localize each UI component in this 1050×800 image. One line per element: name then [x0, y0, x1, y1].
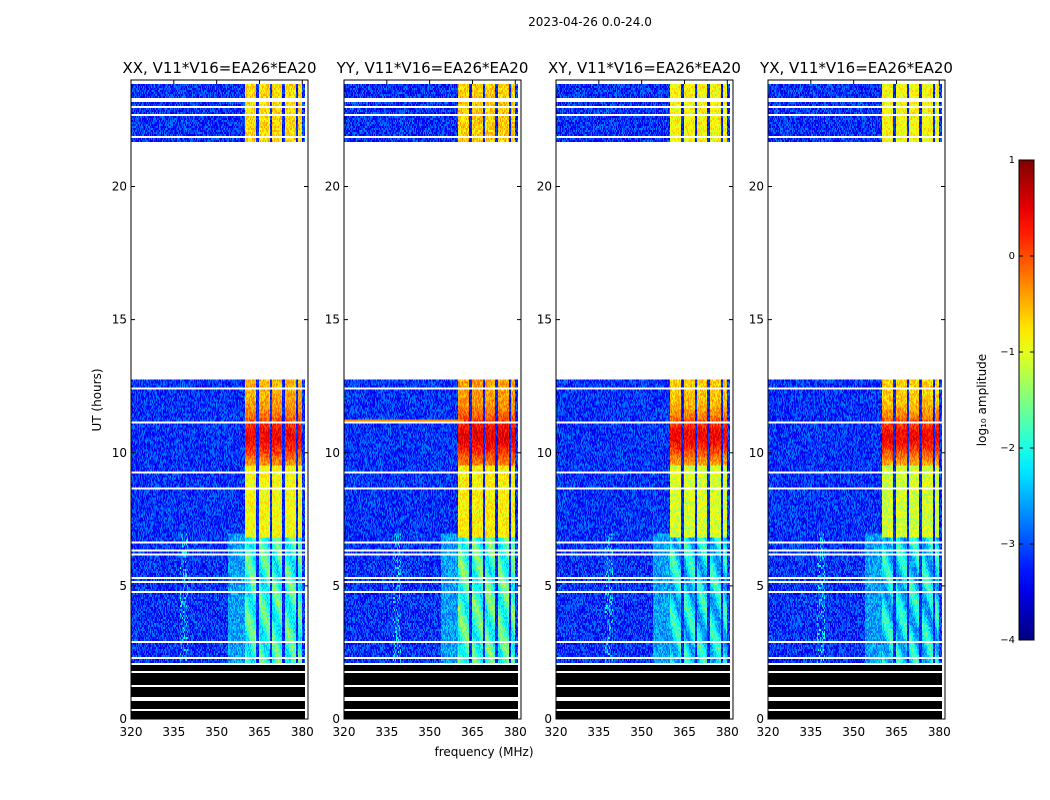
x-tick-label: 365: [248, 725, 271, 739]
y-tick-label: 20: [749, 180, 764, 194]
axes-frame: [767, 79, 946, 720]
colorbar-gradient: [1018, 159, 1035, 641]
x-tick-label: 335: [162, 725, 185, 739]
heatmap-image: [131, 80, 308, 719]
y-axis-label: UT (hours): [90, 368, 104, 431]
y-tick-label: 20: [112, 180, 127, 194]
y-tick-label: 20: [325, 180, 340, 194]
y-tick-label: 0: [544, 712, 552, 726]
x-tick-label: 320: [120, 725, 143, 739]
x-tick-label: 365: [885, 725, 908, 739]
colorbar-tick-label: −2: [1000, 443, 1015, 454]
panel-yx: YX, V11*V16=EA26*EA20 320 335 350 365 380 0 5 10…: [749, 59, 953, 739]
x-tick-label: 350: [842, 725, 865, 739]
y-tick-label: 5: [756, 579, 764, 593]
axes-frame: [343, 79, 522, 720]
panel-title: YY, V11*V16=EA26*EA20: [336, 59, 529, 77]
y-tick-label: 15: [112, 313, 127, 327]
x-tick-label: 380: [716, 725, 739, 739]
colorbar-tick-label: −1: [1000, 347, 1015, 358]
y-tick-label: 0: [332, 712, 340, 726]
panel-xy: XY, V11*V16=EA26*EA20 320 335 350 365 380 0 5 10…: [537, 59, 741, 739]
colorbar-tick-label: 1: [1009, 155, 1015, 166]
panel-title: XX, V11*V16=EA26*EA20: [122, 59, 316, 77]
x-tick-label: 350: [205, 725, 228, 739]
colorbar-tick-label: −4: [1000, 635, 1015, 646]
x-tick-label: 365: [461, 725, 484, 739]
y-tick-label: 10: [325, 446, 340, 460]
panel-yy: YY, V11*V16=EA26*EA20 320 335 350 365 380 0 5 10…: [325, 59, 529, 739]
figure-suptitle: 2023-04-26 0.0-24.0: [528, 15, 652, 29]
colorbar-tick-label: 0: [1009, 251, 1015, 262]
x-tick-label: 335: [587, 725, 610, 739]
x-tick-label: 335: [375, 725, 398, 739]
panel-title: YX, V11*V16=EA26*EA20: [759, 59, 953, 77]
colorbar-tick-label: −3: [1000, 539, 1015, 550]
y-tick-label: 15: [749, 313, 764, 327]
x-tick-label: 320: [545, 725, 568, 739]
y-tick-label: 15: [325, 313, 340, 327]
panel-xx: XX, V11*V16=EA26*EA20 320 335 350 365 380 0 5 10…: [112, 59, 317, 739]
y-tick-label: 20: [537, 180, 552, 194]
heatmap-image: [768, 80, 945, 719]
x-tick-label: 380: [928, 725, 951, 739]
y-tick-label: 5: [119, 579, 127, 593]
panels-group: XX, V11*V16=EA26*EA20 320 335 350 365 380 0 5 10…: [112, 59, 953, 739]
colorbar: −4 −3 −2 −1 0 1 log₁₀ amplitude: [975, 155, 1035, 646]
panel-title: XY, V11*V16=EA26*EA20: [548, 59, 741, 77]
x-tick-label: 320: [333, 725, 356, 739]
x-tick-label: 380: [291, 725, 314, 739]
x-tick-label: 350: [418, 725, 441, 739]
axes-frame: [555, 79, 734, 720]
x-tick-label: 320: [757, 725, 780, 739]
x-tick-label: 335: [799, 725, 822, 739]
heatmap-image: [344, 80, 521, 719]
y-tick-label: 0: [119, 712, 127, 726]
y-tick-label: 5: [544, 579, 552, 593]
colorbar-label: log₁₀ amplitude: [975, 354, 989, 446]
x-tick-label: 350: [630, 725, 653, 739]
y-tick-label: 5: [332, 579, 340, 593]
y-tick-label: 15: [537, 313, 552, 327]
axes-frame: [130, 79, 309, 720]
y-tick-label: 0: [756, 712, 764, 726]
y-tick-label: 10: [537, 446, 552, 460]
heatmap-image: [556, 80, 733, 719]
y-tick-label: 10: [749, 446, 764, 460]
x-tick-label: 380: [504, 725, 527, 739]
y-tick-label: 10: [112, 446, 127, 460]
x-tick-label: 365: [673, 725, 696, 739]
x-axis-label: frequency (MHz): [434, 745, 533, 759]
